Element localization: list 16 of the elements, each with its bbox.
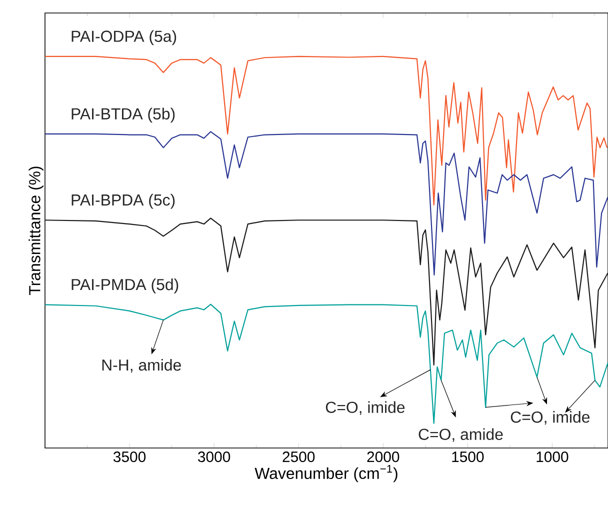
- series-label: PAI-BPDA (5c): [72, 194, 175, 209]
- series-label: PAI-BTDA (5b): [72, 108, 175, 123]
- x-tick-label: 3000: [198, 452, 230, 462]
- series-label: PAI-PMDA (5d): [72, 278, 178, 294]
- annotation: C=O, amide: [418, 428, 503, 442]
- x-tick-label: 3500: [113, 452, 146, 462]
- x-axis-title: Wavenumber (cm$^{−1}$): [254, 464, 398, 482]
- x-tick-label: 2500: [282, 452, 315, 462]
- x-tick-label: 2000: [367, 452, 400, 462]
- annotation: N-H, amide: [102, 358, 181, 373]
- x-tick-label: 1000: [536, 452, 568, 462]
- y-axis-title: Transmittance (%): [28, 166, 44, 295]
- x-tick-label: 1500: [452, 452, 484, 462]
- series-label: PAI-ODPA (5a): [72, 30, 176, 46]
- annotation: C=O, imide: [510, 411, 590, 425]
- annotation: C=O, imide: [326, 401, 405, 415]
